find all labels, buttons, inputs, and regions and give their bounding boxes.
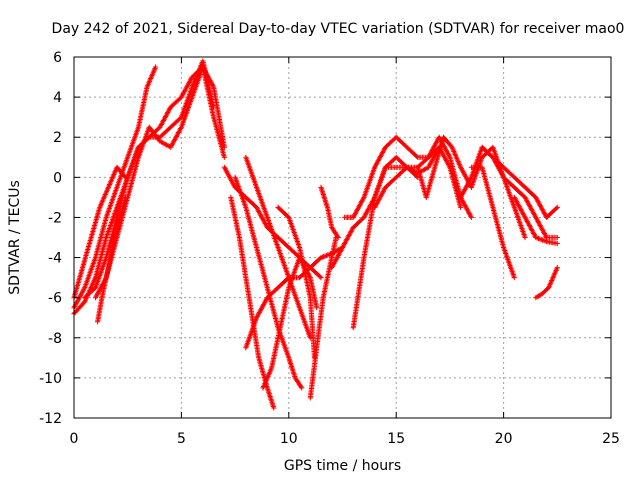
x-tick-label: 25 bbox=[602, 431, 620, 447]
series-arc-6 bbox=[95, 194, 129, 325]
data-point-markers bbox=[533, 265, 560, 301]
x-tick-label: 15 bbox=[387, 431, 405, 447]
y-tick-label: -6 bbox=[48, 291, 62, 307]
axis-ticks bbox=[73, 56, 612, 419]
y-tick-label: -10 bbox=[39, 371, 62, 387]
data-point-markers bbox=[228, 194, 277, 411]
y-tick-label: 4 bbox=[53, 90, 62, 106]
data-point-markers bbox=[82, 58, 217, 301]
series-arc-24 bbox=[533, 265, 560, 301]
series-arc-25 bbox=[511, 194, 560, 247]
y-tick-label: -8 bbox=[48, 331, 62, 347]
x-tick-label: 20 bbox=[495, 431, 513, 447]
data-point-markers bbox=[95, 194, 129, 325]
series-arc-15 bbox=[318, 184, 341, 241]
series-arc-3 bbox=[82, 58, 217, 301]
data-point-markers bbox=[71, 64, 227, 317]
grid-lines bbox=[74, 57, 611, 418]
x-tick-label: 5 bbox=[177, 431, 186, 447]
x-axis-title: GPS time / hours bbox=[284, 458, 401, 474]
data-point-markers bbox=[307, 234, 339, 401]
series-arc-22 bbox=[479, 144, 560, 220]
data-point-markers bbox=[71, 64, 159, 311]
plot-frame bbox=[73, 56, 612, 419]
series-arc-1 bbox=[71, 64, 159, 311]
data-point-markers bbox=[243, 154, 313, 341]
y-tick-label: 6 bbox=[53, 50, 62, 66]
x-tick-label: 10 bbox=[280, 431, 298, 447]
chart-title: Day 242 of 2021, Sidereal Day-to-day VTE… bbox=[52, 21, 625, 37]
y-tick-label: -2 bbox=[48, 210, 62, 226]
data-point-markers bbox=[92, 64, 227, 301]
series-arc-13 bbox=[275, 204, 318, 361]
y-tick-label: 0 bbox=[53, 170, 62, 186]
y-axis-title: SDTVAR / TECUs bbox=[7, 180, 23, 295]
data-point-markers bbox=[468, 164, 517, 281]
series-arc-4 bbox=[92, 64, 227, 301]
series-arc-18 bbox=[350, 144, 464, 331]
series-arc-10 bbox=[243, 154, 313, 341]
data-point-markers bbox=[275, 204, 318, 361]
data-point-markers bbox=[350, 144, 464, 331]
data-point-markers bbox=[511, 194, 560, 247]
tick-labels: 0 5 10 15 20 25 -12 -10 -8 -6 -4 -2 0 2 4 6 bbox=[39, 50, 620, 447]
data-point-markers bbox=[232, 174, 305, 391]
data-point-markers bbox=[318, 184, 341, 241]
x-tick-label: 0 bbox=[70, 431, 79, 447]
y-tick-label: -4 bbox=[48, 251, 62, 267]
data-points-layer bbox=[71, 58, 560, 411]
series-arc-23 bbox=[468, 164, 517, 281]
y-tick-label: -12 bbox=[39, 411, 62, 427]
data-point-markers bbox=[342, 134, 442, 220]
series-arc-2 bbox=[71, 64, 227, 317]
y-tick-label: 2 bbox=[53, 130, 62, 146]
series-arc-9 bbox=[232, 174, 305, 391]
series-arc-17 bbox=[342, 134, 442, 220]
series-arc-8 bbox=[228, 194, 277, 411]
series-arc-14 bbox=[307, 234, 339, 401]
data-point-markers bbox=[479, 144, 560, 220]
